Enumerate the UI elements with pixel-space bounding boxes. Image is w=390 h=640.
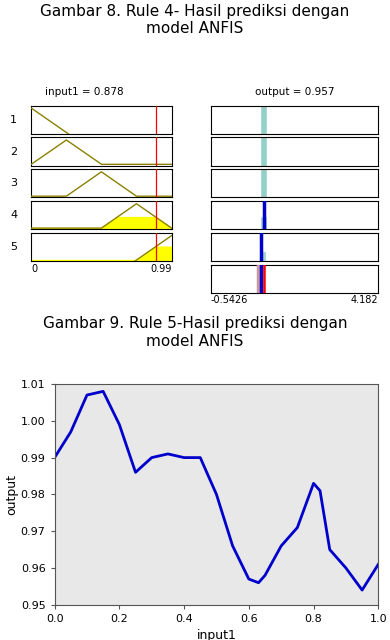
- Text: input1 = 0.878: input1 = 0.878: [45, 87, 124, 97]
- Text: 5: 5: [10, 242, 17, 252]
- Text: 2: 2: [10, 147, 17, 157]
- Text: Gambar 8. Rule 4- Hasil prediksi dengan
model ANFIS: Gambar 8. Rule 4- Hasil prediksi dengan …: [41, 4, 349, 36]
- Text: 1: 1: [10, 115, 17, 125]
- Text: 4.182: 4.182: [351, 296, 378, 305]
- Text: 0.99: 0.99: [150, 264, 172, 273]
- Y-axis label: output: output: [5, 474, 18, 515]
- Text: 0: 0: [31, 264, 37, 273]
- Text: Gambar 9. Rule 5-Hasil prediksi dengan
model ANFIS: Gambar 9. Rule 5-Hasil prediksi dengan m…: [43, 316, 347, 349]
- Text: 4: 4: [10, 211, 17, 220]
- Text: -0.5426: -0.5426: [211, 296, 248, 305]
- Text: 3: 3: [10, 179, 17, 188]
- Text: output = 0.957: output = 0.957: [255, 87, 334, 97]
- X-axis label: input1: input1: [197, 629, 236, 640]
